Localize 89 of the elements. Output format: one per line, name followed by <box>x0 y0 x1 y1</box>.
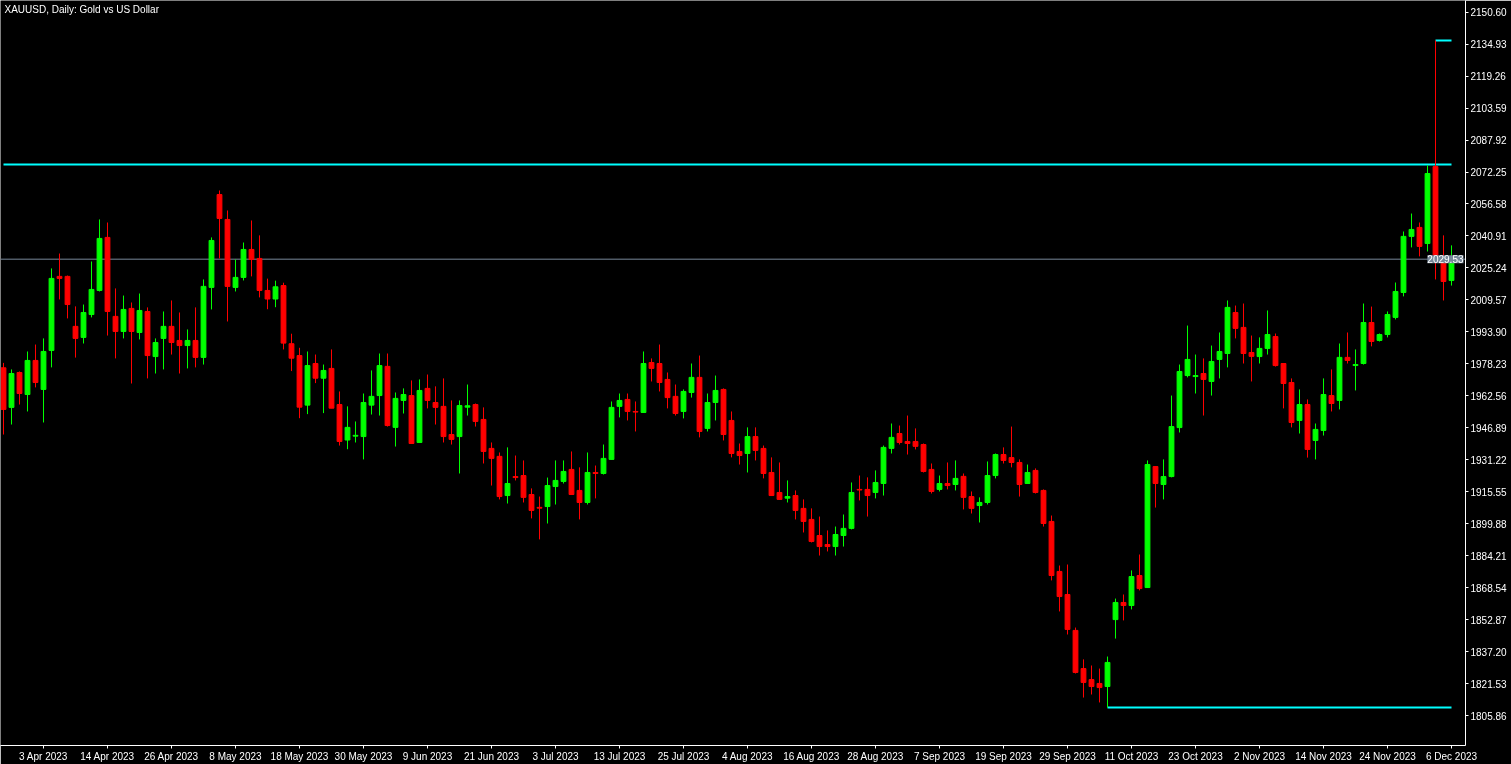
candlestick <box>72 305 79 359</box>
candlestick <box>1024 464 1031 484</box>
candlestick <box>952 459 959 491</box>
candlestick <box>1264 309 1271 356</box>
x-tick-label: 3 Apr 2023 <box>19 750 68 762</box>
x-tick-label: 26 Apr 2023 <box>144 750 199 762</box>
candlestick <box>1112 598 1119 640</box>
x-tick-label: 14 Apr 2023 <box>80 750 135 762</box>
chart-title: XAUUSD, Daily: Gold vs US Dollar <box>4 3 160 15</box>
candlestick <box>1136 554 1143 591</box>
y-tick-label: 1868.54 <box>1470 582 1508 594</box>
candlestick <box>424 374 431 409</box>
candlestick <box>1368 306 1375 347</box>
x-tick-label: 30 May 2023 <box>334 750 393 762</box>
candlestick <box>1208 345 1215 397</box>
candlestick <box>184 328 191 369</box>
x-tick-label: 3 Jul 2023 <box>532 750 580 762</box>
y-tick-label: 2150.60 <box>1470 7 1508 19</box>
y-tick-label: 2009.57 <box>1470 294 1508 306</box>
candlestick <box>1120 594 1127 621</box>
x-tick-label: 21 Jun 2023 <box>463 750 520 762</box>
y-tick-label: 1884.21 <box>1470 550 1508 562</box>
candlestick <box>192 306 199 368</box>
y-tick-label: 2103.59 <box>1470 103 1508 115</box>
candlestick <box>128 302 135 385</box>
x-tick-label: 4 Aug 2023 <box>721 750 773 762</box>
candlestick <box>1344 332 1351 365</box>
x-tick-label: 29 Sep 2023 <box>1039 750 1097 762</box>
candlestick <box>1256 336 1263 365</box>
candlestick <box>616 393 623 418</box>
y-tick-label: 2025.24 <box>1470 262 1508 274</box>
candlestick <box>1416 222 1423 257</box>
x-tick-label: 23 Oct 2023 <box>1168 750 1224 762</box>
x-tick-label: 8 May 2023 <box>209 750 263 762</box>
x-tick-label: 16 Aug 2023 <box>783 750 840 762</box>
x-tick-label: 28 Aug 2023 <box>847 750 904 762</box>
x-tick-label: 19 Sep 2023 <box>975 750 1033 762</box>
x-tick-label: 2 Nov 2023 <box>1233 750 1286 762</box>
y-tick-label: 2040.91 <box>1470 230 1508 242</box>
y-tick-label: 1821.53 <box>1470 678 1508 690</box>
y-tick-label: 1899.88 <box>1470 518 1508 530</box>
candlestick <box>16 370 23 406</box>
y-tick-label: 1931.22 <box>1470 454 1508 466</box>
y-tick-label: 1978.23 <box>1470 358 1508 370</box>
candlestick <box>1160 458 1167 500</box>
y-tick-label: 1837.20 <box>1470 646 1508 658</box>
candlestick <box>1296 388 1303 434</box>
y-tick-label: 2119.26 <box>1470 71 1507 83</box>
x-tick-label: 18 May 2023 <box>270 750 329 762</box>
candlestick <box>232 258 239 292</box>
candlestick <box>216 189 223 259</box>
y-tick-label: 2072.25 <box>1470 167 1508 179</box>
y-tick-label: 1805.86 <box>1470 710 1508 722</box>
candlestick <box>1328 368 1335 412</box>
candlestick <box>136 293 143 340</box>
y-tick-label: 2056.58 <box>1470 198 1508 210</box>
x-tick-label: 9 Jun 2023 <box>402 750 453 762</box>
candlestick <box>320 364 327 414</box>
ref-line-label: 2029.53 <box>1427 254 1464 266</box>
x-tick-label: 25 Jul 2023 <box>657 750 710 762</box>
x-tick-label: 7 Sep 2023 <box>913 750 966 762</box>
candlestick <box>272 280 279 308</box>
candlestick <box>152 337 159 375</box>
candlestick <box>32 344 39 388</box>
y-tick-label: 2134.93 <box>1470 39 1508 51</box>
x-tick-label: 24 Nov 2023 <box>1359 750 1417 762</box>
candlestick <box>160 310 167 370</box>
y-tick-label: 1915.55 <box>1470 486 1508 498</box>
x-tick-label: 11 Oct 2023 <box>1104 750 1159 762</box>
candlestick <box>592 465 599 499</box>
candlestick <box>120 295 127 339</box>
candlestick <box>1352 348 1359 391</box>
y-tick-label: 1962.56 <box>1470 390 1508 402</box>
candlestick <box>784 479 791 503</box>
candlestick <box>944 461 951 490</box>
y-tick-label: 1946.89 <box>1470 422 1508 434</box>
x-tick-label: 13 Jul 2023 <box>593 750 646 762</box>
y-tick-label: 1993.90 <box>1470 326 1508 338</box>
candlestick <box>504 446 511 504</box>
y-tick-label: 1852.87 <box>1470 614 1508 626</box>
candlestick <box>744 426 751 473</box>
y-tick-label: 2087.92 <box>1470 135 1508 147</box>
candlestick <box>1152 466 1159 509</box>
candlestick <box>1408 213 1415 248</box>
candlestick <box>312 354 319 384</box>
candlestick <box>112 287 119 359</box>
x-tick-label: 14 Nov 2023 <box>1295 750 1353 762</box>
candlestick <box>1200 357 1207 417</box>
x-tick-label: 6 Dec 2023 <box>1425 750 1478 762</box>
